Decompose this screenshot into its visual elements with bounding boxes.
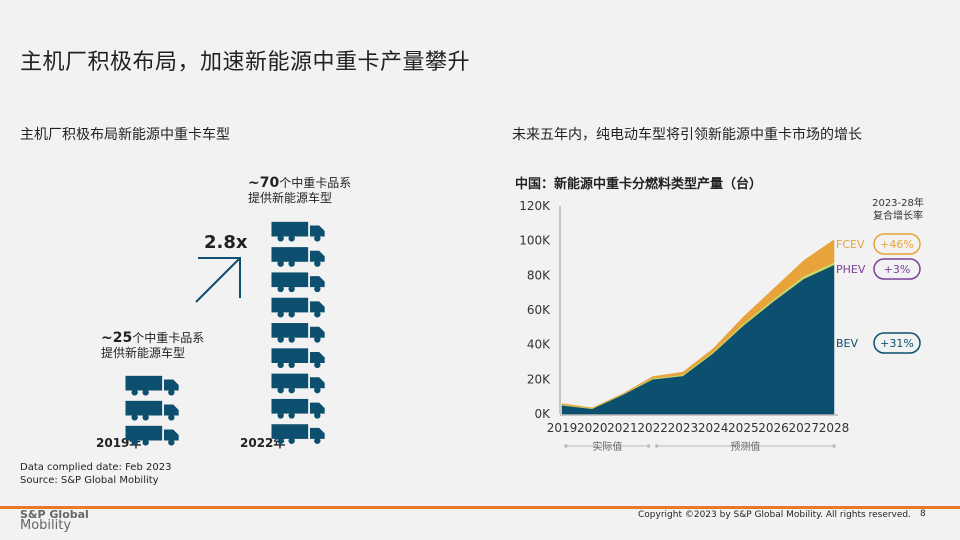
page-number: 8 bbox=[920, 509, 926, 519]
label-2022: ~70个中重卡品系 提供新能源车型 bbox=[248, 176, 351, 206]
y-tick-label: 80K bbox=[527, 268, 551, 282]
x-tick-label: 2028 bbox=[819, 421, 850, 435]
y-tick-label: 60K bbox=[527, 303, 551, 317]
x-tick-label: 2021 bbox=[607, 421, 638, 435]
cagr-pill-fcev bbox=[873, 233, 921, 255]
x-tick-label: 2023 bbox=[668, 421, 699, 435]
note-source: Source: S&P Global Mobility bbox=[20, 475, 159, 486]
y-tick-label: 40K bbox=[527, 338, 551, 352]
footer-divider bbox=[0, 506, 960, 509]
y-tick-label: 0K bbox=[534, 407, 551, 421]
series-label-fcev: FCEV bbox=[836, 238, 865, 251]
cagr-value-fcev: +46% bbox=[880, 238, 914, 251]
label-2022-number: ~70 bbox=[248, 175, 280, 191]
x-tick-label: 2025 bbox=[728, 421, 759, 435]
series-area-bev bbox=[561, 264, 835, 415]
slide-title: 主机厂积极布局，加速新能源中重卡产量攀升 bbox=[20, 50, 471, 75]
cagr-header-line2: 复合增长率 bbox=[873, 209, 923, 222]
growth-multiplier: 2.8x bbox=[204, 232, 248, 253]
cagr-pill-phev bbox=[873, 258, 921, 280]
period-forecast-dot bbox=[654, 444, 659, 448]
series-label-bev: BEV bbox=[836, 337, 858, 350]
left-subtitle: 主机厂积极布局新能源中重卡车型 bbox=[20, 127, 230, 143]
series-area-fcev bbox=[561, 239, 835, 409]
y-tick-label: 20K bbox=[527, 372, 551, 386]
label-2022-text2: 提供新能源车型 bbox=[248, 191, 333, 205]
x-tick-label: 2027 bbox=[789, 421, 820, 435]
label-2019-text2: 提供新能源车型 bbox=[101, 346, 186, 360]
right-subtitle: 未来五年内，纯电动车型将引领新能源中重卡市场的增长 bbox=[512, 127, 862, 143]
y-tick-label: 100K bbox=[519, 234, 551, 248]
x-tick-label: 2020 bbox=[577, 421, 608, 435]
cagr-header-line1: 2023-28年 bbox=[872, 196, 924, 209]
series-label-phev: PHEV bbox=[836, 263, 866, 276]
label-2019-text1: 个中重卡品系 bbox=[132, 331, 205, 345]
period-actual-dot bbox=[646, 444, 651, 448]
logo-line1: S&P Global bbox=[20, 508, 89, 521]
note-date: Data complied date: Feb 2023 bbox=[20, 462, 172, 473]
copyright: Copyright ©2023 by S&P Global Mobility. … bbox=[638, 510, 911, 520]
cagr-value-phev: +3% bbox=[884, 263, 911, 276]
x-tick-label: 2019 bbox=[547, 421, 578, 435]
period-forecast-label: 预测值 bbox=[730, 440, 760, 453]
period-forecast-dot bbox=[832, 444, 836, 448]
chart-title: 中国：新能源中重卡分燃料类型产量（台） bbox=[515, 177, 763, 192]
label-2019: ~25个中重卡品系 提供新能源车型 bbox=[101, 331, 204, 361]
label-2019-number: ~25 bbox=[101, 330, 133, 346]
y-tick-label: 120K bbox=[519, 199, 551, 213]
logo-line2: Mobility bbox=[20, 518, 72, 533]
label-2022-text1: 个中重卡品系 bbox=[279, 176, 352, 190]
x-tick-label: 2026 bbox=[758, 421, 789, 435]
period-actual-label: 实际值 bbox=[592, 440, 622, 453]
cagr-value-bev: +31% bbox=[880, 337, 914, 350]
cagr-pill-bev bbox=[873, 332, 921, 354]
x-tick-label: 2024 bbox=[698, 421, 729, 435]
x-tick-label: 2022 bbox=[637, 421, 668, 435]
growth-arrow-icon bbox=[195, 257, 241, 303]
year-2022-label: 2022年 bbox=[240, 436, 286, 450]
period-actual-dot bbox=[564, 444, 568, 448]
